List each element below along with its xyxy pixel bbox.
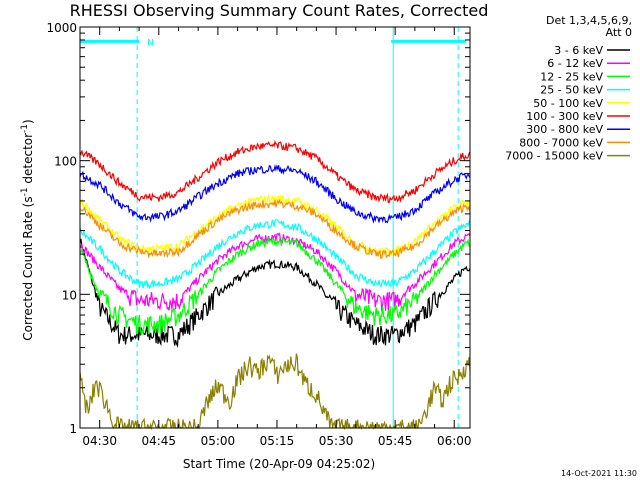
x-tick-label-7: 06:00 bbox=[437, 434, 472, 448]
y-tick-label-3: 100 bbox=[54, 155, 77, 169]
legend-label-3: 12 - 25 keV bbox=[540, 70, 603, 83]
x-tick-label-3: 05:00 bbox=[201, 434, 236, 448]
series-line-6 bbox=[79, 139, 471, 204]
series-line-4 bbox=[79, 219, 471, 290]
legend-label-4: 25 - 50 keV bbox=[540, 84, 603, 97]
legend-header-2: Att 0 bbox=[606, 26, 632, 39]
generation-timestamp: 14-Oct-2021 11:30 bbox=[561, 469, 637, 478]
y-tick-label-1: 1 bbox=[69, 422, 77, 436]
legend-label-7: 300 - 800 keV bbox=[526, 123, 603, 136]
legend-label-6: 100 - 300 keV bbox=[526, 110, 603, 123]
series-line-7 bbox=[79, 164, 471, 224]
legend-label-9: 7000 - 15000 keV bbox=[505, 150, 603, 163]
axes: 1 10 100 1000 04:30 04:45 05:00 05:15 05:30 05:45… bbox=[46, 21, 471, 448]
x-tick-label-1: 04:30 bbox=[82, 434, 117, 448]
series-line-2 bbox=[79, 232, 471, 312]
plot-frame bbox=[79, 26, 471, 429]
y-axis-label-close: ) bbox=[21, 119, 35, 124]
series-line-1 bbox=[79, 238, 471, 348]
legend-label-1: 3 - 6 keV bbox=[554, 44, 603, 57]
night-and-saa-markers: N bbox=[80, 27, 467, 428]
y-tick-label-2: 10 bbox=[62, 288, 77, 302]
legend-label-8: 800 - 7000 keV bbox=[519, 136, 603, 149]
y-axis-label-exponent-1: -1 bbox=[20, 187, 30, 196]
x-tick-label-5: 05:30 bbox=[319, 434, 354, 448]
y-axis-label-text: Corrected Count Rate (s bbox=[21, 196, 35, 340]
series-line-3 bbox=[79, 236, 471, 336]
x-axis-label: Start Time (20-Apr-09 04:25:02) bbox=[183, 457, 375, 471]
legend-label-5: 50 - 100 keV bbox=[533, 97, 603, 110]
chart-title: RHESSI Observing Summary Count Rates, Co… bbox=[70, 1, 489, 20]
y-axis-label-detector: detector bbox=[21, 133, 35, 188]
x-tick-label-2: 04:45 bbox=[141, 434, 176, 448]
series-line-8 bbox=[79, 198, 471, 260]
saa-flag-label: N bbox=[147, 38, 154, 48]
legend-label-2: 6 - 12 keV bbox=[547, 57, 603, 70]
y-axis-label: Corrected Count Rate (s-1 detector-1) bbox=[20, 119, 35, 340]
x-tick-label-6: 05:45 bbox=[378, 434, 413, 448]
y-tick-label-4: 1000 bbox=[46, 21, 77, 35]
y-axis-label-exponent-2: -1 bbox=[20, 124, 30, 133]
x-tick-label-4: 05:15 bbox=[260, 434, 295, 448]
legend-header-1: Det 1,3,4,5,6,9, bbox=[546, 14, 632, 27]
